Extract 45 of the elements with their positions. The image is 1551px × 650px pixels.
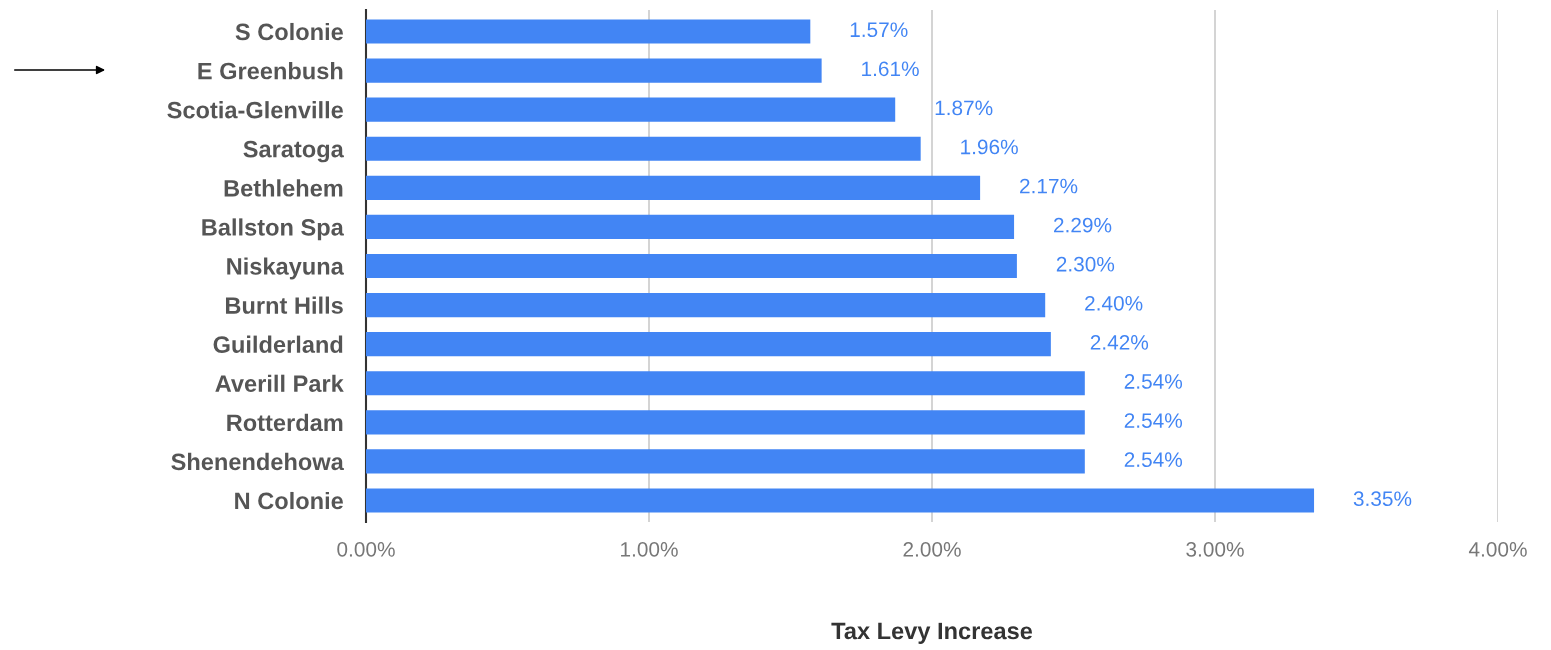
- bar: [366, 58, 822, 83]
- data-label: 2.29%: [1054, 217, 1112, 233]
- y-tick-label: Saratoga: [243, 140, 344, 163]
- x-axis-title: Tax Levy Increase: [831, 622, 1033, 644]
- y-tick-label: Scotia-Glenville: [167, 101, 343, 119]
- bar: [366, 332, 1051, 357]
- y-tick-label: Niskayuna: [227, 257, 344, 280]
- y-tick-label: Averill Park: [215, 374, 344, 393]
- data-label: 2.54%: [1124, 452, 1183, 468]
- bar: [366, 488, 1315, 513]
- y-tick-label: E Greenbush: [198, 62, 343, 80]
- data-label: 2.54%: [1124, 374, 1183, 389]
- y-tick-label: Shenendehowa: [171, 452, 344, 471]
- bar: [366, 214, 1015, 240]
- y-tick-label: Ballston Spa: [202, 218, 344, 241]
- y-tick-label: Bethlehem: [224, 179, 343, 197]
- data-label: 2.42%: [1090, 335, 1149, 350]
- bar: [366, 175, 981, 200]
- data-label: 2.40%: [1085, 295, 1143, 311]
- data-label: 1.87%: [935, 100, 993, 116]
- x-tick-label: 4.00%: [1468, 541, 1527, 557]
- data-label: 1.57%: [850, 22, 908, 38]
- data-label: 3.35%: [1353, 491, 1412, 507]
- bar: [366, 97, 896, 122]
- x-tick-label: 2.00%: [903, 541, 961, 557]
- y-tick-label: Burnt Hills: [225, 296, 343, 314]
- y-tick-label: Rotterdam: [227, 413, 343, 432]
- bar: [366, 136, 921, 161]
- bar: [366, 449, 1085, 474]
- data-label: 2.17%: [1020, 178, 1078, 194]
- data-label: 1.96%: [961, 139, 1018, 155]
- data-label: 2.54%: [1124, 413, 1183, 428]
- data-label: 2.30%: [1056, 256, 1115, 272]
- bar: [366, 292, 1046, 318]
- bar: [366, 19, 811, 44]
- y-tick-label: Guilderland: [213, 335, 343, 353]
- y-tick-label: N Colonie: [235, 491, 343, 510]
- bar: [366, 410, 1085, 435]
- bar: [366, 371, 1085, 396]
- data-label: 1.61%: [862, 61, 919, 77]
- x-tick-label: 3.00%: [1186, 541, 1244, 557]
- y-tick-label: S Colonie: [235, 22, 343, 41]
- x-tick-label: 1.00%: [621, 541, 678, 557]
- bar: [366, 253, 1017, 279]
- x-tick-label: 0.00%: [337, 541, 395, 557]
